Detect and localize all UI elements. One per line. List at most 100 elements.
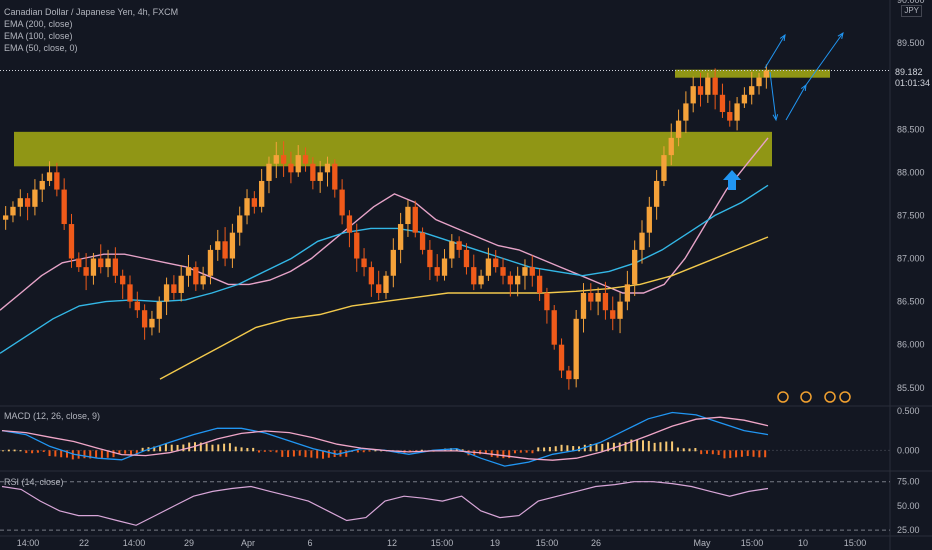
candle-body — [478, 275, 484, 285]
macd-histogram-bar — [647, 440, 650, 452]
candle-body — [405, 206, 411, 225]
macd-histogram-bar — [636, 439, 639, 452]
candle-body — [763, 70, 769, 78]
time-tick-label: 6 — [307, 538, 312, 548]
currency-badge[interactable]: JPY — [901, 5, 922, 17]
candle-body — [163, 284, 170, 302]
candle-body — [200, 275, 206, 285]
macd-histogram-bar — [502, 450, 505, 459]
candle-body — [515, 275, 521, 285]
candle-body — [273, 155, 279, 164]
macd-histogram-bar — [595, 443, 598, 452]
time-tick-label: 12 — [387, 538, 397, 548]
macd-histogram-bar — [269, 450, 272, 452]
macd-histogram-bar — [601, 443, 604, 452]
macd-histogram-bar — [89, 450, 92, 459]
macd-histogram-bar — [560, 444, 563, 452]
candle-body — [632, 249, 638, 285]
candle-body — [434, 267, 440, 276]
macd-histogram-bar — [234, 446, 237, 452]
candle-body — [756, 77, 762, 87]
time-tick-label: 26 — [591, 538, 601, 548]
candle-body — [544, 292, 550, 311]
macd-histogram-bar — [729, 450, 732, 459]
macd-histogram-bar — [653, 442, 656, 452]
candle-body — [610, 310, 616, 319]
candle-body — [105, 258, 111, 268]
candle-body — [390, 249, 396, 276]
rsi-tick-label: 50.00 — [897, 501, 920, 511]
macd-signal-line — [1, 416, 769, 461]
macd-histogram-bar — [525, 450, 528, 453]
candle-body — [617, 301, 623, 319]
macd-histogram-bar — [548, 446, 551, 452]
time-tick-label: 14:00 — [123, 538, 146, 548]
time-tick-label: May — [693, 538, 711, 548]
macd-histogram-bar — [159, 446, 162, 452]
macd-histogram-bar — [537, 447, 540, 452]
macd-histogram-bar — [246, 447, 249, 452]
macd-histogram-bar — [723, 450, 726, 459]
candle-body — [412, 206, 418, 233]
time-tick-label: 15:00 — [431, 538, 454, 548]
macd-histogram-bar — [607, 442, 610, 452]
candle-body — [332, 163, 338, 190]
candle-body — [624, 284, 631, 302]
price-tick-label: 90.000 — [897, 0, 925, 5]
candle-body — [280, 155, 287, 164]
macd-histogram-bar — [292, 450, 295, 457]
candle-body — [302, 155, 309, 164]
price-tick-label: 88.500 — [897, 124, 925, 134]
macd-histogram-bar — [298, 450, 301, 456]
macd-histogram-bar — [420, 449, 423, 452]
calendar-event-icon — [777, 391, 789, 403]
macd-histogram-bar — [188, 442, 191, 452]
candle-body — [485, 258, 492, 276]
macd-histogram-bar — [572, 446, 575, 452]
price-tick-label: 86.500 — [897, 297, 925, 307]
macd-histogram-bar — [2, 450, 4, 452]
macd-tick-label: 0.500 — [897, 406, 920, 416]
macd-histogram-bar — [54, 450, 57, 457]
macd-histogram-bar — [205, 443, 208, 452]
countdown: 01:01:34 — [895, 78, 931, 88]
candle-body — [427, 249, 433, 268]
candle-body — [237, 215, 243, 233]
candle-body — [54, 172, 60, 190]
macd-histogram-bar — [450, 448, 452, 452]
calendar-event-icon — [839, 391, 851, 403]
price-tick-label: 87.000 — [897, 254, 925, 264]
macd-histogram-bar — [281, 450, 284, 457]
candle-body — [500, 267, 506, 276]
time-tick-label: 10 — [798, 538, 808, 548]
macd-histogram-bar — [589, 444, 592, 452]
candle-body — [558, 344, 565, 371]
macd-legend: MACD (12, 26, close, 9) — [4, 411, 101, 421]
time-tick-label: Apr — [241, 538, 255, 548]
candle-body — [288, 163, 294, 173]
rsi-legend: RSI (14, close) — [4, 477, 64, 487]
candle-body — [68, 224, 75, 259]
candle-body — [251, 198, 257, 207]
candle-body — [463, 249, 470, 268]
macd-histogram-bar — [83, 450, 86, 459]
macd-histogram-bar — [217, 444, 220, 452]
macd-histogram-bar — [112, 450, 115, 458]
candle-body — [602, 292, 609, 311]
ema100-legend: EMA (100, close) — [4, 31, 73, 41]
rsi-tick-label: 25.00 — [897, 525, 920, 535]
macd-histogram-bar — [13, 449, 16, 452]
candle-body — [317, 172, 323, 181]
macd-histogram-bar — [659, 442, 662, 452]
candle-body — [259, 180, 265, 207]
macd-tick-label: 0.000 — [897, 445, 920, 455]
candle-body — [749, 86, 755, 95]
candle-body — [675, 120, 682, 138]
macd-histogram-bar — [374, 449, 377, 452]
candle-body — [361, 258, 367, 268]
macd-histogram-bar — [223, 443, 226, 452]
projection-arrow — [764, 34, 786, 69]
macd-histogram-bar — [496, 450, 499, 458]
rsi-tick-label: 75.00 — [897, 477, 920, 487]
